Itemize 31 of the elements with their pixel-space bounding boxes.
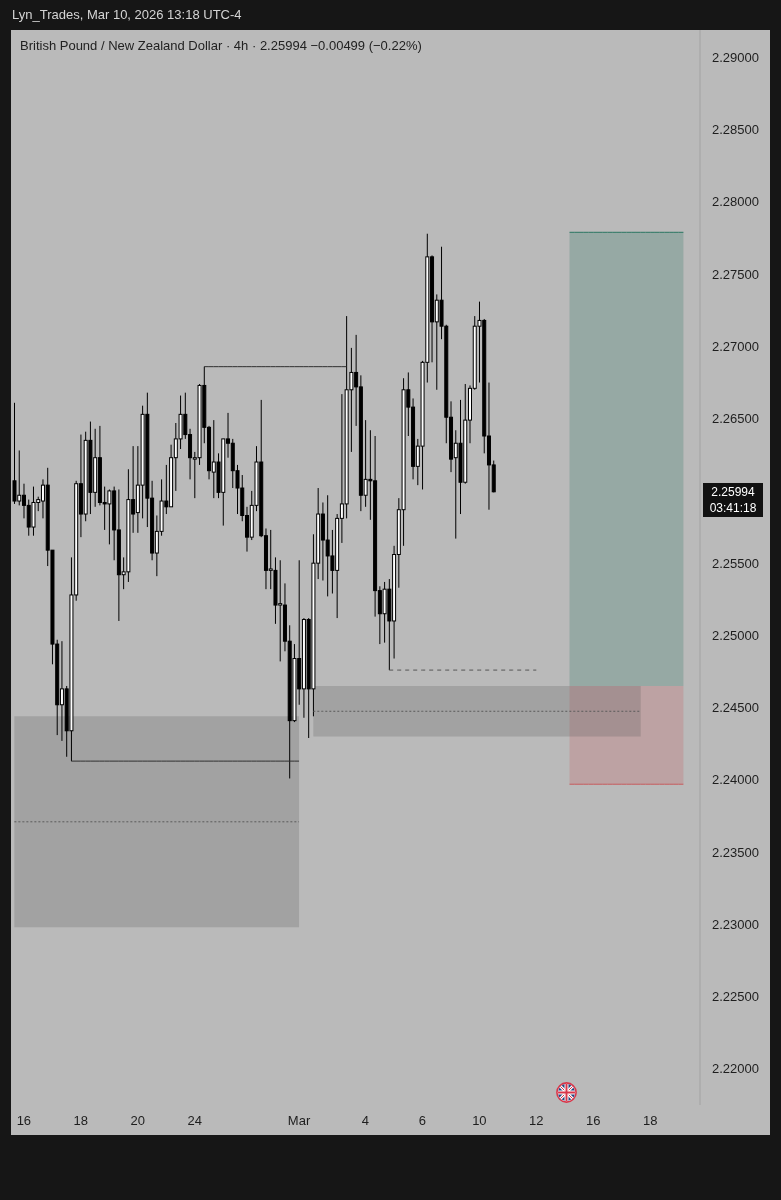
candlestick xyxy=(12,402,17,505)
text: 2.25994 xyxy=(710,483,756,500)
x-tick-label: 4 xyxy=(361,1113,370,1128)
y-tick-label: 2.23500 xyxy=(712,844,759,860)
y-tick-label: 2.24000 xyxy=(712,772,759,788)
x-tick-label: 6 xyxy=(418,1113,427,1128)
y-tick-label: 2.25500 xyxy=(712,555,759,571)
y-tick-label: 2.28500 xyxy=(712,122,759,138)
y-tick-label: 2.25000 xyxy=(712,627,759,643)
x-tick-label: 16 xyxy=(16,1113,32,1128)
x-tick-label: 20 xyxy=(130,1113,145,1128)
chart-subtitle: Lyn_Trades, Mar 10, 2026 13:18 UTC-4 xyxy=(12,7,242,23)
x-tick-label: 24 xyxy=(187,1113,202,1128)
y-tick-label: 2.23000 xyxy=(712,916,759,932)
y-tick-label: 2.24500 xyxy=(712,700,759,716)
x-tick-label: 18 xyxy=(73,1113,89,1128)
x-tick-label: 10 xyxy=(472,1113,487,1128)
text: 03:41:18 xyxy=(708,499,758,516)
y-tick-label: 2.27000 xyxy=(712,338,759,354)
x-tick-label: 12 xyxy=(529,1113,544,1128)
text: British Pound / New Zealand Dollar · 4h · 2.25994 −0.00499 (−0.22%) xyxy=(20,38,422,54)
y-tick-label: 2.28000 xyxy=(712,194,759,210)
y-tick-label: 2.26500 xyxy=(712,411,759,427)
y-tick-label: 2.22500 xyxy=(712,989,759,1005)
y-tick-label: 2.27500 xyxy=(712,266,759,282)
x-tick-label: 16 xyxy=(586,1113,601,1128)
x-tick-label: 18 xyxy=(642,1113,658,1128)
y-tick-label: 2.29000 xyxy=(712,50,759,65)
x-tick-label: Mar xyxy=(287,1113,311,1128)
y-tick-label: 2.22000 xyxy=(712,1061,759,1077)
candlestick xyxy=(107,488,112,545)
